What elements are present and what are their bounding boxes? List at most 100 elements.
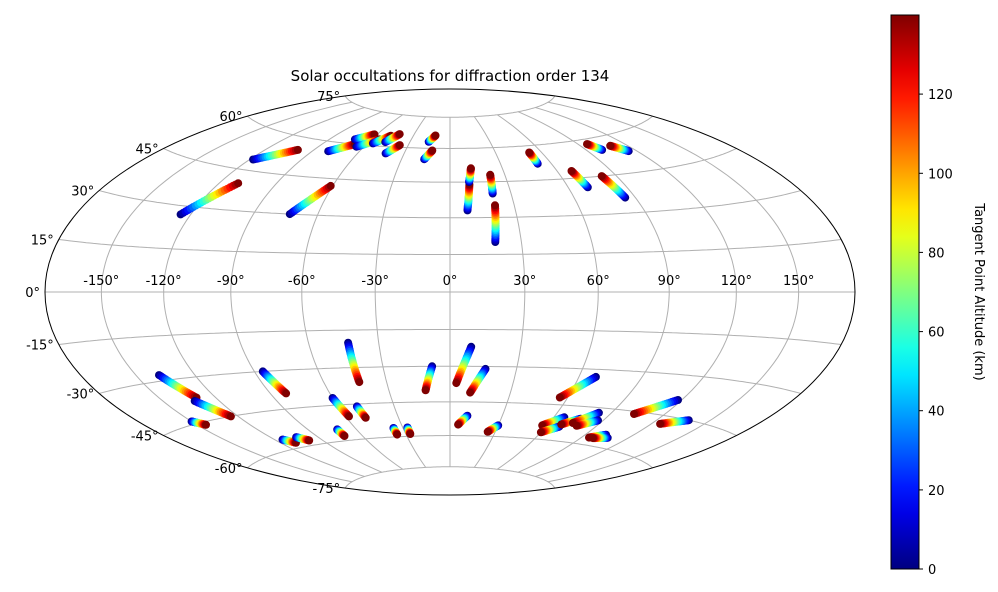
occultation-track — [403, 423, 415, 438]
track-point — [393, 430, 402, 439]
occultation-track — [421, 362, 437, 395]
occultation-track — [285, 181, 335, 219]
meridian-gridline — [547, 101, 800, 483]
occultation-track — [328, 394, 353, 421]
track-point — [557, 420, 566, 429]
track-point — [421, 386, 430, 395]
occultation-track — [486, 170, 497, 198]
longitude-tick-label: -30° — [361, 274, 389, 289]
occultation-track — [567, 167, 592, 192]
occultation-track — [176, 179, 243, 219]
track-point — [486, 170, 495, 179]
track-point — [326, 181, 335, 190]
track-point — [597, 172, 606, 181]
track-point — [340, 432, 349, 440]
track-point — [452, 379, 461, 388]
colorbar-tick-label: 20 — [928, 484, 945, 499]
track-point — [555, 393, 564, 402]
occultation-track — [333, 425, 349, 440]
colorbar-tick-label: 40 — [928, 405, 945, 420]
track-point — [305, 436, 314, 445]
colorbar-tick-label: 120 — [928, 88, 953, 103]
occultation-track — [572, 416, 602, 430]
track-point — [454, 420, 463, 429]
longitude-tick-label: 60° — [587, 274, 610, 289]
occultation-track — [525, 148, 542, 168]
latitude-tick-label: -45° — [131, 430, 159, 445]
map-frame — [44, 88, 856, 496]
track-point — [567, 167, 576, 175]
track-point — [395, 130, 404, 139]
occultation-track — [292, 433, 314, 445]
latitude-tick-label: -75° — [312, 482, 340, 497]
longitude-tick-label: 30° — [513, 274, 536, 289]
latitude-tick-label: -30° — [67, 388, 95, 403]
longitude-tick-labels: -150° -120° -90° -60° -30° 0° 30° 60° 90° 120° 150… — [83, 274, 814, 289]
track-point — [395, 141, 404, 150]
latitude-tick-label: 30° — [71, 185, 94, 200]
track-point — [226, 412, 235, 421]
track-point — [656, 419, 665, 428]
track-point — [536, 428, 545, 437]
occultation-track — [656, 416, 693, 428]
meridian-gridline — [100, 101, 353, 483]
occultation-track — [583, 140, 607, 154]
meridian-gridline — [535, 107, 737, 477]
track-point — [406, 430, 415, 438]
occultation-track — [465, 164, 475, 187]
latitude-tick-label: 45° — [136, 143, 159, 158]
longitude-tick-label: 120° — [721, 274, 752, 289]
colorbar-ticks: 0 20 40 60 80 100 120 — [919, 88, 953, 578]
track-point — [588, 434, 597, 443]
occultation-tracks — [155, 130, 693, 447]
occultation-track — [454, 411, 472, 429]
occultation-track — [278, 435, 300, 447]
track-point — [630, 410, 638, 418]
occultation-track — [249, 145, 302, 164]
colorbar-label: Tangent Point Altitude (km) — [971, 202, 986, 380]
track-point — [282, 389, 291, 398]
track-point — [345, 412, 353, 421]
colorbar-tick-label: 80 — [928, 246, 945, 261]
meridian-gridline — [517, 111, 670, 473]
longitude-tick-label: -120° — [146, 274, 182, 289]
track-point — [428, 146, 437, 155]
occultation-track — [190, 397, 235, 421]
colorbar-tick-label: 100 — [928, 167, 953, 182]
colorbar-gradient — [890, 14, 920, 570]
track-point — [466, 388, 475, 397]
occultation-track — [381, 130, 404, 147]
occultation-track — [389, 424, 402, 439]
occultation-track — [630, 396, 682, 418]
track-point — [572, 421, 581, 430]
track-point — [525, 148, 534, 157]
occultation-track — [452, 342, 476, 388]
latitude-tick-label: -15° — [26, 339, 54, 354]
track-point — [491, 201, 499, 210]
occultation-track — [350, 130, 379, 144]
occultation-track — [606, 141, 633, 156]
occultation-track — [424, 131, 440, 146]
latitude-tick-labels: 75° 60° 45° 30° 15° 0° -15° -30° -45° -60° -75° — [25, 90, 340, 497]
track-point — [583, 140, 591, 149]
occultation-track — [466, 364, 490, 397]
track-point — [202, 420, 210, 429]
latitude-tick-label: 0° — [25, 286, 40, 301]
track-point — [293, 145, 302, 154]
occultation-track — [588, 433, 612, 443]
latitude-tick-label: 15° — [31, 234, 54, 249]
occultation-track — [597, 172, 630, 202]
occultation-track — [420, 146, 437, 164]
chart-title: Solar occultations for diffraction order… — [291, 67, 610, 85]
colorbar: 0 20 40 60 80 100 120 Tangent Point Altitude (… — [890, 14, 986, 578]
meridian-gridline — [473, 116, 526, 468]
occultation-track — [258, 367, 291, 398]
track-point — [606, 141, 615, 150]
colorbar-tick-label: 60 — [928, 326, 945, 341]
occultation-track — [381, 141, 404, 158]
occultation-track — [187, 417, 210, 429]
occultation-track — [536, 422, 564, 437]
track-point — [234, 179, 243, 188]
occultation-track — [344, 338, 364, 387]
